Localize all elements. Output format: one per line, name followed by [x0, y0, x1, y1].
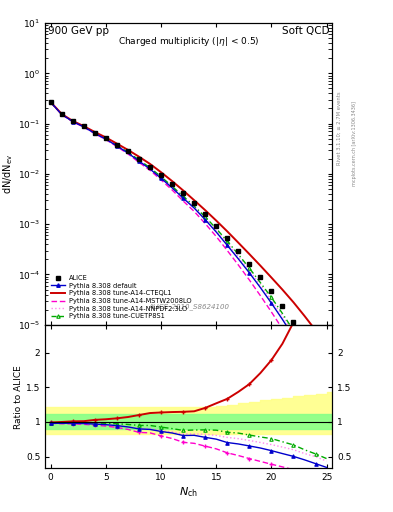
Text: ALICE_2010_S8624100: ALICE_2010_S8624100 [148, 303, 229, 310]
Text: 900 GeV pp: 900 GeV pp [48, 26, 109, 36]
Text: mcplots.cern.ch [arXiv:1306.3436]: mcplots.cern.ch [arXiv:1306.3436] [352, 101, 357, 186]
Y-axis label: dN/dN$_{\mathsf{ev}}$: dN/dN$_{\mathsf{ev}}$ [1, 154, 15, 194]
Y-axis label: Ratio to ALICE: Ratio to ALICE [14, 365, 23, 429]
Text: Charged multiplicity ($|\eta|$ < 0.5): Charged multiplicity ($|\eta|$ < 0.5) [118, 35, 259, 48]
Legend: ALICE, Pythia 8.308 default, Pythia 8.308 tune-A14-CTEQL1, Pythia 8.308 tune-A14: ALICE, Pythia 8.308 default, Pythia 8.30… [48, 273, 193, 322]
Text: Rivet 3.1.10; ≥ 2.7M events: Rivet 3.1.10; ≥ 2.7M events [337, 91, 342, 165]
Text: Soft QCD: Soft QCD [282, 26, 329, 36]
X-axis label: $N_{\mathsf{ch}}$: $N_{\mathsf{ch}}$ [179, 485, 198, 499]
